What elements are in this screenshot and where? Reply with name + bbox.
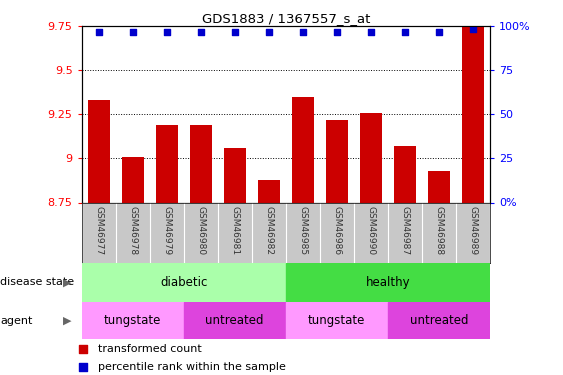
- Bar: [394, 146, 416, 202]
- Bar: [122, 157, 144, 203]
- Text: percentile rank within the sample: percentile rank within the sample: [97, 362, 285, 372]
- Text: GSM46989: GSM46989: [468, 206, 477, 255]
- Bar: [224, 148, 246, 202]
- Bar: [82, 262, 285, 302]
- Point: [230, 28, 239, 34]
- Bar: [292, 97, 314, 202]
- Point: [298, 28, 307, 34]
- Bar: [285, 302, 388, 339]
- Text: agent: agent: [0, 316, 33, 326]
- Point: [400, 28, 409, 34]
- Text: healthy: healthy: [365, 276, 410, 289]
- Point: [94, 28, 103, 34]
- Text: GSM46986: GSM46986: [332, 206, 341, 255]
- Bar: [285, 262, 490, 302]
- Text: GSM46982: GSM46982: [264, 206, 273, 255]
- Bar: [88, 100, 110, 202]
- Text: untreated: untreated: [409, 314, 468, 327]
- Title: GDS1883 / 1367557_s_at: GDS1883 / 1367557_s_at: [202, 12, 370, 25]
- Bar: [462, 26, 484, 202]
- Point: [196, 28, 205, 34]
- Text: GSM46990: GSM46990: [367, 206, 376, 255]
- Bar: [190, 125, 212, 202]
- Point: [434, 28, 443, 34]
- Text: disease state: disease state: [0, 277, 74, 287]
- Text: diabetic: diabetic: [160, 276, 207, 289]
- Point: [264, 28, 273, 34]
- Bar: [184, 302, 285, 339]
- Text: GSM46980: GSM46980: [196, 206, 205, 255]
- Text: tungstate: tungstate: [308, 314, 365, 327]
- Text: GSM46978: GSM46978: [128, 206, 137, 255]
- Text: untreated: untreated: [205, 314, 264, 327]
- Bar: [325, 120, 348, 202]
- Point: [390, 121, 399, 127]
- Text: GSM46981: GSM46981: [230, 206, 239, 255]
- Text: GSM46988: GSM46988: [434, 206, 443, 255]
- Point: [332, 28, 341, 34]
- Bar: [82, 302, 184, 339]
- Bar: [360, 112, 382, 202]
- Text: GSM46985: GSM46985: [298, 206, 307, 255]
- Text: GSM46979: GSM46979: [162, 206, 171, 255]
- Point: [468, 26, 477, 32]
- Text: ▶: ▶: [63, 277, 72, 287]
- Text: transformed count: transformed count: [97, 344, 202, 354]
- Text: tungstate: tungstate: [104, 314, 162, 327]
- Bar: [428, 171, 450, 202]
- Text: GSM46987: GSM46987: [400, 206, 409, 255]
- Point: [128, 28, 137, 34]
- Text: ▶: ▶: [63, 316, 72, 326]
- Text: GSM46977: GSM46977: [94, 206, 103, 255]
- Bar: [258, 180, 280, 203]
- Point: [162, 28, 171, 34]
- Point: [367, 28, 376, 34]
- Point: [390, 283, 399, 289]
- Bar: [388, 302, 490, 339]
- Bar: [155, 125, 178, 202]
